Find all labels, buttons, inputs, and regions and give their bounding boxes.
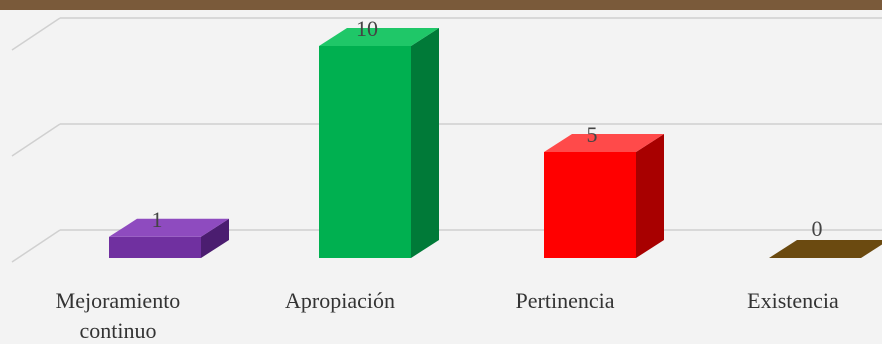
bar-side	[636, 134, 664, 258]
category-label: Existencia	[747, 288, 839, 313]
bar-side	[201, 218, 229, 258]
data-label: 5	[587, 122, 598, 147]
gridline-side	[11, 123, 61, 157]
bar-top	[319, 28, 439, 46]
bar-top	[109, 218, 229, 237]
data-label: 0	[812, 216, 823, 241]
bar	[769, 240, 882, 258]
gridline-side	[11, 229, 61, 263]
category-label: Pertinencia	[516, 288, 615, 313]
bar-side	[411, 28, 439, 258]
data-label: 10	[356, 16, 378, 41]
bar	[319, 46, 411, 258]
gridline-side	[11, 17, 61, 51]
category-label: continuo	[80, 318, 157, 343]
data-label: 1	[152, 207, 163, 232]
bar-top	[544, 134, 664, 152]
category-label: Apropiación	[285, 288, 395, 313]
bar	[109, 236, 201, 258]
top-border	[0, 0, 882, 10]
category-label: Mejoramiento	[56, 288, 181, 313]
bar	[544, 152, 636, 258]
